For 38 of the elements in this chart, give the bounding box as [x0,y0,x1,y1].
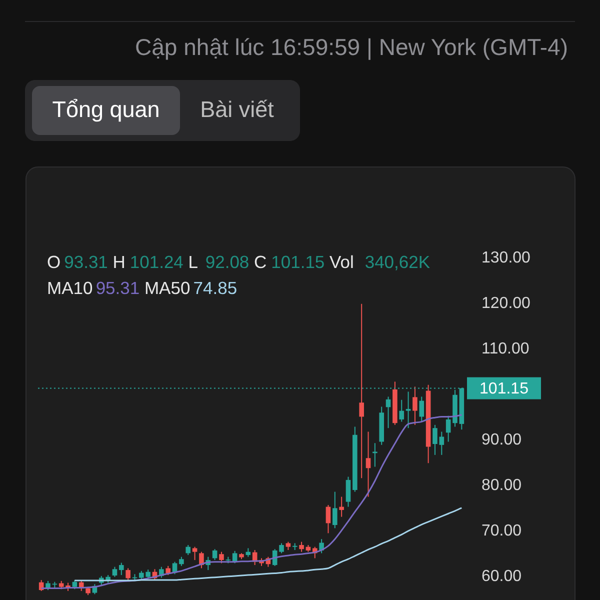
candlestick [119,562,124,576]
y-tick-label: 130.00 [482,250,531,266]
candlestick [339,496,344,518]
candlestick [199,551,204,569]
candlestick [212,548,218,561]
candlestick [186,544,191,556]
text: Bài viết [200,97,275,122]
candlestick [326,504,331,534]
candlestick [219,551,224,564]
candlestick [412,386,418,426]
candlestick [419,396,424,422]
candlestick [192,546,198,561]
candlestick [179,556,184,566]
candlestick [72,580,78,590]
y-tick-label: 70.00 [482,522,522,540]
candlestick [372,442,378,468]
y-tick-label: 110.00 [482,340,530,358]
y-tick-label: 120.00 [482,295,531,312]
candlestick [399,399,404,422]
candlestick [332,491,338,529]
candlestick [346,476,351,508]
candlestick [446,415,451,442]
y-tick-label: 60.00 [482,568,522,585]
candlestick [359,303,364,479]
text: Cập nhật lúc 16:59:59 | New York (GMT-4) [135,34,568,60]
annotation: MA10 95.31 MA50 74.85 [47,278,238,298]
text: Tổng quan [52,97,160,122]
candlestick [386,396,391,429]
y-tick-label: 90.00 [482,432,522,448]
candlestick [112,566,118,578]
candlestick [126,568,130,581]
ref-line-label: 101.15 [480,380,529,398]
text: O 93.31 H 101.24 L 92.08 C 101.15 Vol 340,62K [47,252,430,272]
candlestick [166,565,170,576]
candlestick [366,431,371,498]
candlestick [406,391,411,429]
y-tick-label: 80.00 [482,477,522,494]
candlestick [299,541,304,552]
